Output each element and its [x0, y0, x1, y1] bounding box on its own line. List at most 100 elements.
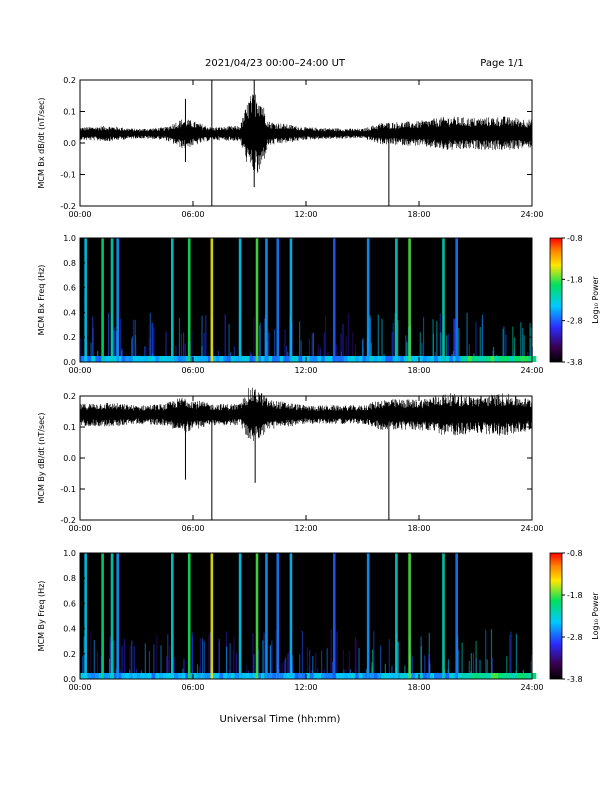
low-frequency-band [513, 356, 518, 362]
low-frequency-band [272, 673, 277, 679]
spectral-speckle [520, 322, 522, 362]
spectral-speckle [259, 325, 261, 362]
low-frequency-band [272, 356, 277, 362]
spectral-speckle [369, 318, 371, 362]
broadband-line [265, 238, 268, 362]
low-frequency-band [189, 673, 194, 679]
spectral-speckle [340, 332, 342, 362]
low-frequency-band [117, 356, 122, 362]
low-frequency-band [486, 673, 492, 679]
low-frequency-band [290, 673, 296, 679]
broadband-line [332, 238, 336, 362]
low-frequency-band [208, 356, 213, 362]
spectral-speckle [232, 650, 234, 679]
spectrogram [80, 553, 537, 679]
colorbar-gradient [549, 237, 563, 363]
x-tick-label: 24:00 [520, 683, 543, 692]
spectral-speckle [133, 646, 135, 679]
broadband-line [276, 238, 280, 362]
low-frequency-band [125, 356, 130, 362]
low-frequency-band [287, 673, 292, 679]
low-frequency-band [223, 673, 228, 679]
spectral-speckle [201, 315, 203, 362]
low-frequency-band [354, 356, 360, 362]
spectral-speckle [299, 321, 301, 362]
spectral-speckle [246, 664, 248, 679]
spectral-speckle [134, 319, 136, 362]
low-frequency-band [467, 673, 473, 679]
low-frequency-band [505, 356, 510, 362]
colorbar-tick-label: -0.8 [567, 234, 583, 243]
spectral-speckle [468, 660, 470, 679]
low-frequency-band [426, 673, 431, 679]
spectral-speckle [440, 332, 442, 362]
low-frequency-band [490, 356, 495, 362]
low-frequency-band [253, 673, 258, 679]
low-frequency-band [520, 673, 525, 679]
x-tick-label: 06:00 [181, 366, 204, 375]
low-frequency-band [87, 673, 92, 679]
broadband-line [170, 553, 174, 679]
spectral-speckle [153, 327, 155, 362]
broadband-line [455, 553, 458, 679]
spectral-speckle [107, 313, 110, 362]
low-frequency-band [471, 673, 476, 679]
low-frequency-band [245, 673, 250, 679]
spectral-speckle [371, 666, 373, 679]
spectral-speckle [453, 318, 456, 362]
low-frequency-band [449, 356, 454, 362]
low-frequency-band [313, 356, 318, 362]
low-frequency-band [268, 673, 273, 679]
low-frequency-band [339, 356, 345, 362]
spectral-speckle [205, 315, 207, 362]
spectral-speckle [203, 641, 206, 679]
y-tick-label: 0.0 [63, 675, 76, 684]
low-frequency-band [204, 356, 209, 362]
panels-group: 00:00 06:00 12:00 18:00 24:00 0.2 0.1 0.0 -0.1 -0… [37, 76, 600, 692]
low-frequency-band [80, 356, 85, 362]
x-tick-label: 00:00 [68, 683, 91, 692]
spectral-speckle [479, 327, 481, 362]
low-frequency-band [144, 673, 149, 679]
spectral-speckle [506, 656, 508, 679]
low-frequency-band [490, 673, 495, 679]
broadband-line [366, 238, 370, 362]
spectral-speckle [226, 646, 228, 679]
spectral-speckle [131, 336, 133, 362]
spectral-speckle [479, 659, 481, 679]
panel-axes: 00:00 06:00 12:00 18:00 24:00 0.2 0.1 0.0 -0.1 -0… [37, 76, 544, 219]
broadband-line [210, 238, 214, 362]
spectral-speckle [208, 634, 210, 679]
low-frequency-band [234, 356, 239, 362]
spectrogram-background [80, 238, 532, 362]
spectral-speckle [513, 337, 516, 362]
low-frequency-band [230, 356, 235, 362]
broadband-line [289, 238, 293, 362]
broadband-line [455, 238, 458, 362]
low-frequency-band [177, 673, 183, 679]
spectral-speckle [178, 318, 181, 362]
x-tick-label: 12:00 [294, 683, 317, 692]
spectral-speckle [131, 338, 133, 362]
y-tick-label: 0.0 [63, 358, 76, 367]
spectral-speckle [120, 318, 122, 362]
spectral-speckle [113, 640, 115, 679]
broadband-line [101, 553, 104, 679]
low-frequency-band [117, 673, 122, 679]
spectral-speckle [81, 656, 84, 679]
spectral-speckle [148, 651, 151, 679]
spectral-speckle [253, 654, 255, 679]
low-frequency-band [241, 356, 247, 362]
waveform-series [79, 387, 533, 520]
spectral-speckle [83, 636, 85, 679]
low-frequency-band [98, 356, 104, 362]
spectral-speckle [281, 662, 283, 679]
low-frequency-band [219, 673, 224, 679]
spectral-speckle [372, 649, 374, 679]
spectral-speckle [432, 319, 434, 362]
low-frequency-band [392, 673, 397, 679]
spectral-speckle [199, 666, 201, 679]
spectral-speckle [263, 632, 265, 679]
low-frequency-band [415, 356, 420, 362]
low-frequency-band [189, 356, 194, 362]
